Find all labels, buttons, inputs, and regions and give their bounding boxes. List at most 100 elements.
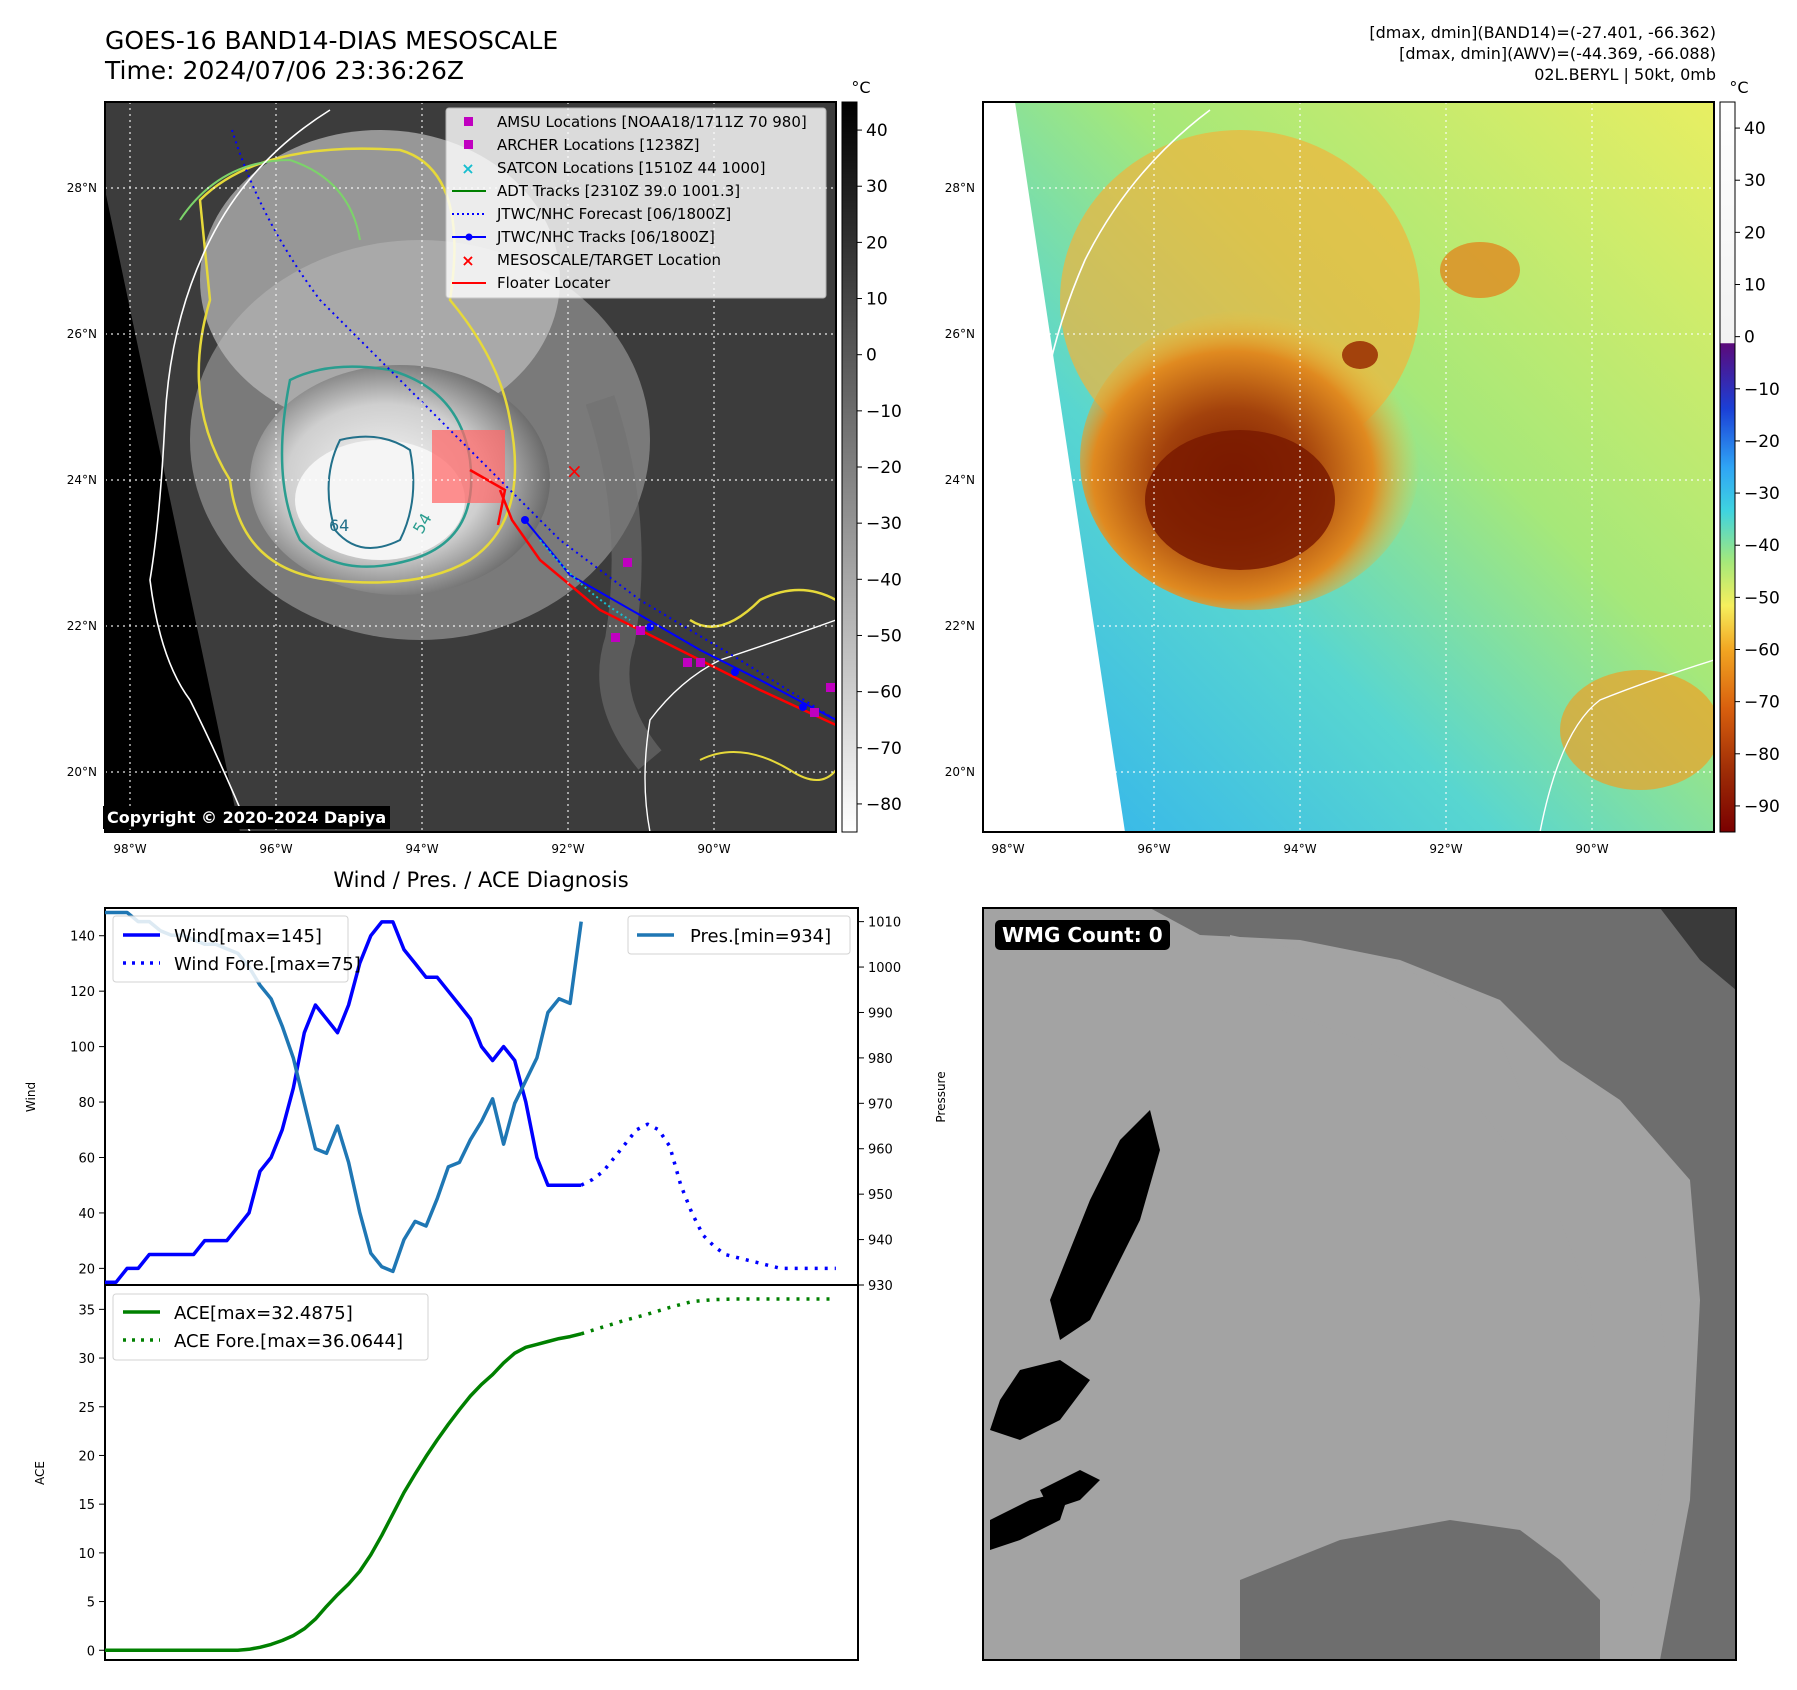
y2-tick-label: 940 [868,1234,893,1249]
y-tick-label: 30 [78,1352,95,1367]
legend-label: AMSU Locations [NOAA18/1711Z 70 980] [497,113,807,131]
lat-label: 20°N [67,765,97,779]
legend-marker-dot [465,233,473,241]
wind-legend: Wind[max=145] Wind Fore.[max=75] [112,915,361,983]
colorbar-tick-label: −60 [1744,641,1780,661]
y-tick-label: 100 [70,1041,95,1056]
legend-entry: JTWC/NHC Forecast [06/1800Z] [452,205,731,223]
series-line-0 [105,920,582,1284]
lat-label: 26°N [67,327,97,341]
lat-label: 22°N [67,619,97,633]
ace-axis-label: ACE [33,1461,47,1485]
colorbar-tick-label: −40 [866,570,902,590]
title-line-1: GOES-16 BAND14-DIAS MESOSCALE [105,26,559,55]
legend-label: MESOSCALE/TARGET Location [497,251,721,269]
colorbar-tick-label: −30 [866,514,902,534]
lon-label: 92°W [1429,842,1462,856]
y-tick-label: 10 [78,1547,95,1562]
lon-label: 96°W [1137,842,1170,856]
legend-label: SATCON Locations [1510Z 44 1000] [497,159,765,177]
y-tick-label: 5 [87,1596,95,1611]
colorbar-unit: °C [851,78,870,97]
figure-info: [dmax, dmin](BAND14)=(-27.401, -66.362) … [1369,22,1716,85]
lon-label: 94°W [1283,842,1316,856]
y-tick-label: 80 [78,1096,95,1111]
legend-entry: JTWC/NHC Tracks [06/1800Z] [452,228,715,246]
lat-label: 28°N [945,181,975,195]
lat-label: 26°N [945,327,975,341]
y2-tick-label: 960 [868,1143,893,1158]
ace-legend: ACE[max=32.4875] ACE Fore.[max=36.0644] [112,1293,429,1361]
colorbar-tick-label: −80 [866,795,902,815]
legend-label: JTWC/NHC Tracks [06/1800Z] [496,228,715,246]
legend-marker [464,140,473,149]
lon-label: 98°W [113,842,146,856]
lon-label: 92°W [551,842,584,856]
lon-label: 98°W [991,842,1024,856]
info-awv: [dmax, dmin](AWV)=(-44.369, -66.088) [1399,44,1716,63]
contour-label-64: 64 [329,516,349,535]
y-tick-label: 15 [78,1498,95,1513]
y-tick-label: 120 [70,985,95,1000]
y2-tick-label: 990 [868,1006,893,1021]
awv-imagery [983,102,1714,832]
colorbar-tick-label: 10 [866,290,888,310]
y-tick-label: 60 [78,1151,95,1166]
legend-entry: AMSU Locations [NOAA18/1711Z 70 980] [464,113,807,131]
legend-ace: ACE[max=32.4875] [174,1303,353,1324]
colorbar-tick-label: 0 [866,346,877,366]
copyright-label: Copyright © 2020-2024 Dapiya [103,806,391,829]
y-tick-label: 0 [87,1644,95,1659]
ir-map-panel: × 64 54 28°N 26°N 24°N 22°N 20° [67,101,837,856]
lon-label: 94°W [405,842,438,856]
colorbar-tick-label: −80 [1744,745,1780,765]
ace-chart: 35 30 25 20 15 10 5 0 ACE ACE[max=32.4875] ACE … [33,1284,859,1661]
colorbar-tick-label: −20 [1744,432,1780,452]
colorbar-tick-label: 40 [866,121,888,141]
series-line-0 [105,1332,582,1653]
colorbar-tick-label: −30 [1744,484,1780,504]
y-tick-label: 40 [78,1207,95,1222]
lat-label: 20°N [945,765,975,779]
legend-label: JTWC/NHC Forecast [06/1800Z] [496,205,731,223]
wind-axis-label: Wind [24,1082,38,1112]
colorbar-tick-label: 20 [1744,223,1766,243]
legend-entry: Floater Locater [452,274,611,292]
colorbar-tick-label: −90 [1744,797,1780,817]
legend-label: ARCHER Locations [1238Z] [497,136,700,154]
legend-entry: × SATCON Locations [1510Z 44 1000] [461,159,765,178]
y-tick-label: 25 [78,1401,95,1416]
lat-label: 28°N [67,181,97,195]
figure-title: GOES-16 BAND14-DIAS MESOSCALE Time: 2024… [105,26,558,86]
info-storm: 02L.BERYL | 50kt, 0mb [1534,65,1716,84]
lat-label: 22°N [945,619,975,633]
colorbar-unit: °C [1729,78,1748,97]
colorbar-tick-label: 30 [1744,171,1766,191]
legend-marker [464,117,473,126]
colorbar-tick-label: −50 [1744,588,1780,608]
lon-label: 90°W [697,842,730,856]
map-legend: AMSU Locations [NOAA18/1711Z 70 980] ARCH… [445,107,827,299]
legend-entry: ARCHER Locations [1238Z] [464,136,700,154]
awv-map-panel: 28°N 26°N 24°N 22°N 20°N 98°W 96°W 94°W … [945,101,1715,856]
pressure-legend: Pres.[min=934] [627,915,851,955]
legend-wind: Wind[max=145] [174,926,322,947]
colorbar-tick-label: −70 [1744,693,1780,713]
legend-label: Floater Locater [497,274,611,292]
lat-label: 24°N [945,473,975,487]
legend-marker: × [461,251,474,270]
awv-colorbar: °C 40 30 20 10 0 −10 −20 −30 −40 −50 −60 −70 −80 −90 [1719,78,1780,833]
y2-tick-label: 950 [868,1188,893,1203]
wind-pressure-chart: 140 120 100 80 60 40 20 1010 1000 990 980 970 960 950… [24,907,948,1294]
colorbar-tick-label: −20 [866,458,902,478]
y2-tick-label: 970 [868,1097,893,1112]
lon-label: 90°W [1575,842,1608,856]
svg-text:×: × [566,459,583,483]
colorbar-tick-label: −60 [866,683,902,703]
y-tick-label: 20 [78,1262,95,1277]
y2-tick-label: 980 [868,1052,893,1067]
y2-tick-label: 1010 [868,916,901,931]
legend-entry: ADT Tracks [2310Z 39.0 1001.3] [452,182,740,200]
colorbar-tick-label: −10 [1744,380,1780,400]
